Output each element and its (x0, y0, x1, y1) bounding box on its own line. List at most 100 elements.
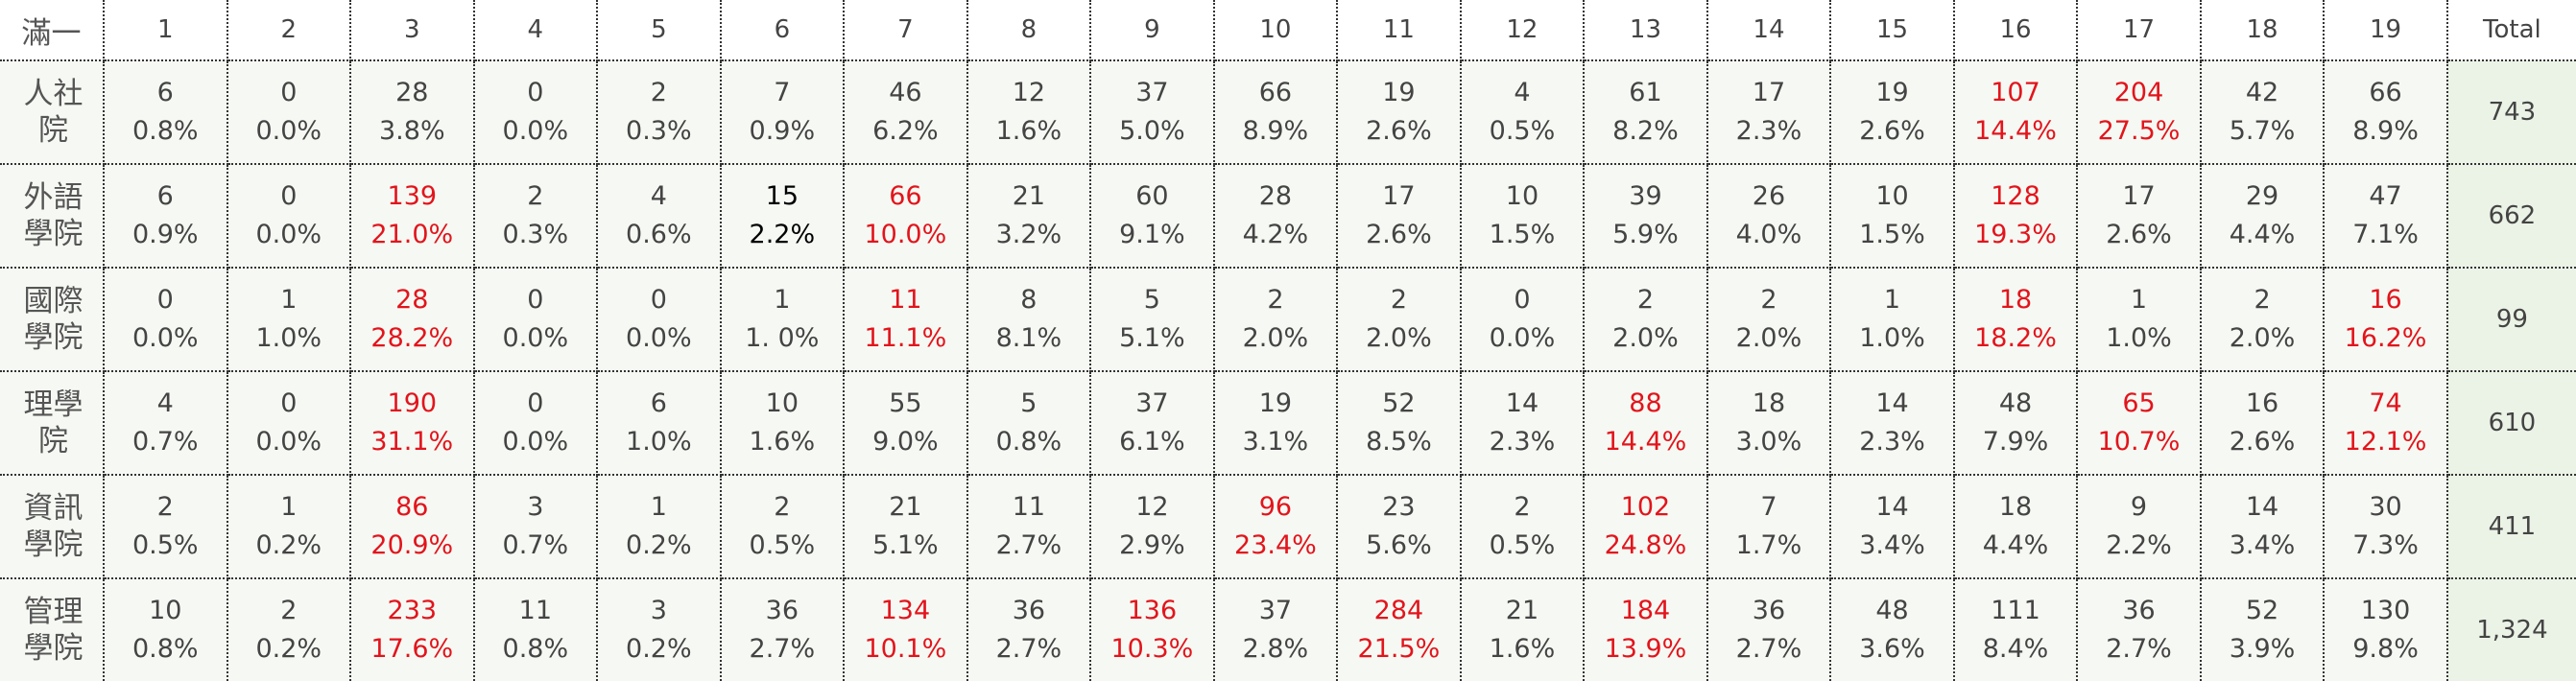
data-cell: 6 0.9% (104, 164, 228, 269)
cell-percentage: 0.0% (255, 427, 322, 457)
cell-count: 36 (1012, 596, 1046, 625)
cell-count: 204 (2113, 78, 2164, 107)
column-header: 2 (227, 0, 352, 61)
cell-percentage: 5.7% (2229, 116, 2296, 146)
cell-percentage: 0.3% (626, 116, 692, 146)
cell-count: 36 (1752, 596, 1786, 625)
cell-count: 130 (2360, 596, 2411, 625)
cell-percentage: 9.1% (1119, 220, 1185, 249)
cell-count: 19 (1258, 388, 1293, 418)
data-cell: 86 20.9% (350, 475, 475, 579)
data-cell: 7 0.9% (720, 60, 846, 165)
cell-count: 18 (1998, 285, 2033, 315)
data-cell: 36 2.7% (1706, 578, 1832, 681)
cell-count: 1 (2130, 285, 2148, 315)
row-header-line: 管理 (23, 595, 83, 629)
cell-percentage: 1.5% (1859, 220, 1925, 249)
cell-count: 16 (2369, 285, 2402, 315)
data-cell: 18 18.2% (1953, 268, 2079, 372)
row-header-line: 國際 (23, 284, 83, 318)
data-cell: 48 7.9% (1953, 371, 2079, 476)
cell-count: 0 (650, 285, 667, 315)
cell-percentage: 0.0% (502, 427, 569, 457)
cell-percentage: 0.0% (502, 116, 569, 146)
cell-count: 128 (1991, 181, 2040, 211)
corner-header: 滿一 (0, 0, 106, 61)
row-header-line: 學院 (23, 320, 83, 355)
data-cell: 11 2.7% (966, 475, 1092, 579)
data-cell: 65 10.7% (2077, 371, 2202, 476)
cell-percentage: 31.1% (370, 427, 454, 457)
cell-percentage: 2.7% (749, 634, 816, 664)
data-cell: 37 5.0% (1090, 60, 1215, 165)
table-header: 滿一 1 2 3 4 5 6 7 8 9 10 11 12 13 14 15 16 17 18 19 Total (0, 0, 2576, 61)
data-cell: 102 24.8% (1584, 475, 1708, 579)
cell-percentage: 2.7% (995, 530, 1062, 560)
table-row: 國際 學院 0 0.0% 1 1.0% 28 28.2% 0 0.0% 0 0.0% 1 1. 0% 11 1… (0, 268, 2576, 372)
cell-count: 6 (156, 181, 174, 211)
column-header: 3 (350, 0, 475, 61)
data-cell: 1 0.2% (227, 475, 352, 579)
data-cell: 18 4.4% (1953, 475, 2079, 579)
data-cell: 2 2.0% (1213, 268, 1339, 372)
cell-percentage: 0.0% (626, 323, 692, 353)
data-cell: 10 1.5% (1460, 164, 1586, 269)
cell-percentage: 3.9% (2229, 634, 2296, 664)
cell-count: 66 (889, 181, 922, 211)
data-cell: 10 1.6% (720, 371, 846, 476)
cell-count: 2 (527, 181, 544, 211)
cell-percentage: 14.4% (1974, 116, 2057, 146)
data-cell: 42 5.7% (2200, 60, 2326, 165)
data-cell: 21 1.6% (1460, 578, 1586, 681)
cell-percentage: 7.3% (2352, 530, 2419, 560)
data-cell: 66 8.9% (1213, 60, 1339, 165)
cell-count: 12 (1012, 78, 1046, 107)
cell-count: 3 (650, 596, 667, 625)
cell-percentage: 8.5% (1366, 427, 1432, 457)
cell-percentage: 4.2% (1242, 220, 1309, 249)
cell-count: 190 (387, 388, 438, 418)
cell-count: 1 (650, 492, 667, 522)
cell-count: 10 (1875, 181, 1909, 211)
row-total: 99 (2446, 268, 2576, 372)
cell-percentage: 3.8% (379, 116, 445, 146)
cell-percentage: 1.0% (626, 427, 692, 457)
data-cell: 19 2.6% (1337, 60, 1462, 165)
cell-count: 5 (1143, 285, 1160, 315)
data-cell: 6 0.8% (104, 60, 228, 165)
cell-percentage: 14.4% (1604, 427, 1687, 457)
cell-percentage: 16.2% (2344, 323, 2427, 353)
cell-percentage: 2.3% (1735, 116, 1802, 146)
cell-percentage: 2.9% (1119, 530, 1185, 560)
cell-percentage: 2.0% (1612, 323, 1679, 353)
data-cell: 6 1.0% (597, 371, 722, 476)
cell-percentage: 0.9% (131, 220, 199, 249)
data-cell: 1 0.2% (597, 475, 722, 579)
cell-percentage: 1.0% (2106, 323, 2172, 353)
data-cell: 0 0.0% (473, 268, 599, 372)
cell-count: 2 (2254, 285, 2271, 315)
data-cell: 21 5.1% (844, 475, 968, 579)
cell-percentage: 1.6% (995, 116, 1062, 146)
cell-count: 52 (1382, 388, 1416, 418)
cell-percentage: 9.0% (872, 427, 939, 457)
data-cell: 18 3.0% (1706, 371, 1832, 476)
data-cell: 28 4.2% (1213, 164, 1339, 269)
cell-count: 2 (650, 78, 667, 107)
data-cell: 2 0.3% (597, 60, 722, 165)
cell-percentage: 0.2% (255, 530, 322, 560)
cell-percentage: 3.0% (1735, 427, 1802, 457)
cell-percentage: 8.9% (2352, 116, 2419, 146)
cell-count: 28 (1258, 181, 1293, 211)
data-cell: 14 3.4% (1830, 475, 1955, 579)
cell-percentage: 2.0% (1735, 323, 1802, 353)
data-cell: 5 5.1% (1090, 268, 1215, 372)
column-header: 4 (473, 0, 599, 61)
cell-count: 18 (1752, 388, 1786, 418)
cell-count: 4 (156, 388, 174, 418)
table-row: 外語 學院 6 0.9% 0 0.0% 139 21.0% 2 0.3% 4 0.6% 15 2.2% 66… (0, 164, 2576, 269)
data-cell: 2 0.5% (720, 475, 846, 579)
cell-percentage: 13.9% (1604, 634, 1687, 664)
cell-percentage: 0.5% (131, 530, 199, 560)
cell-count: 23 (1382, 492, 1416, 522)
